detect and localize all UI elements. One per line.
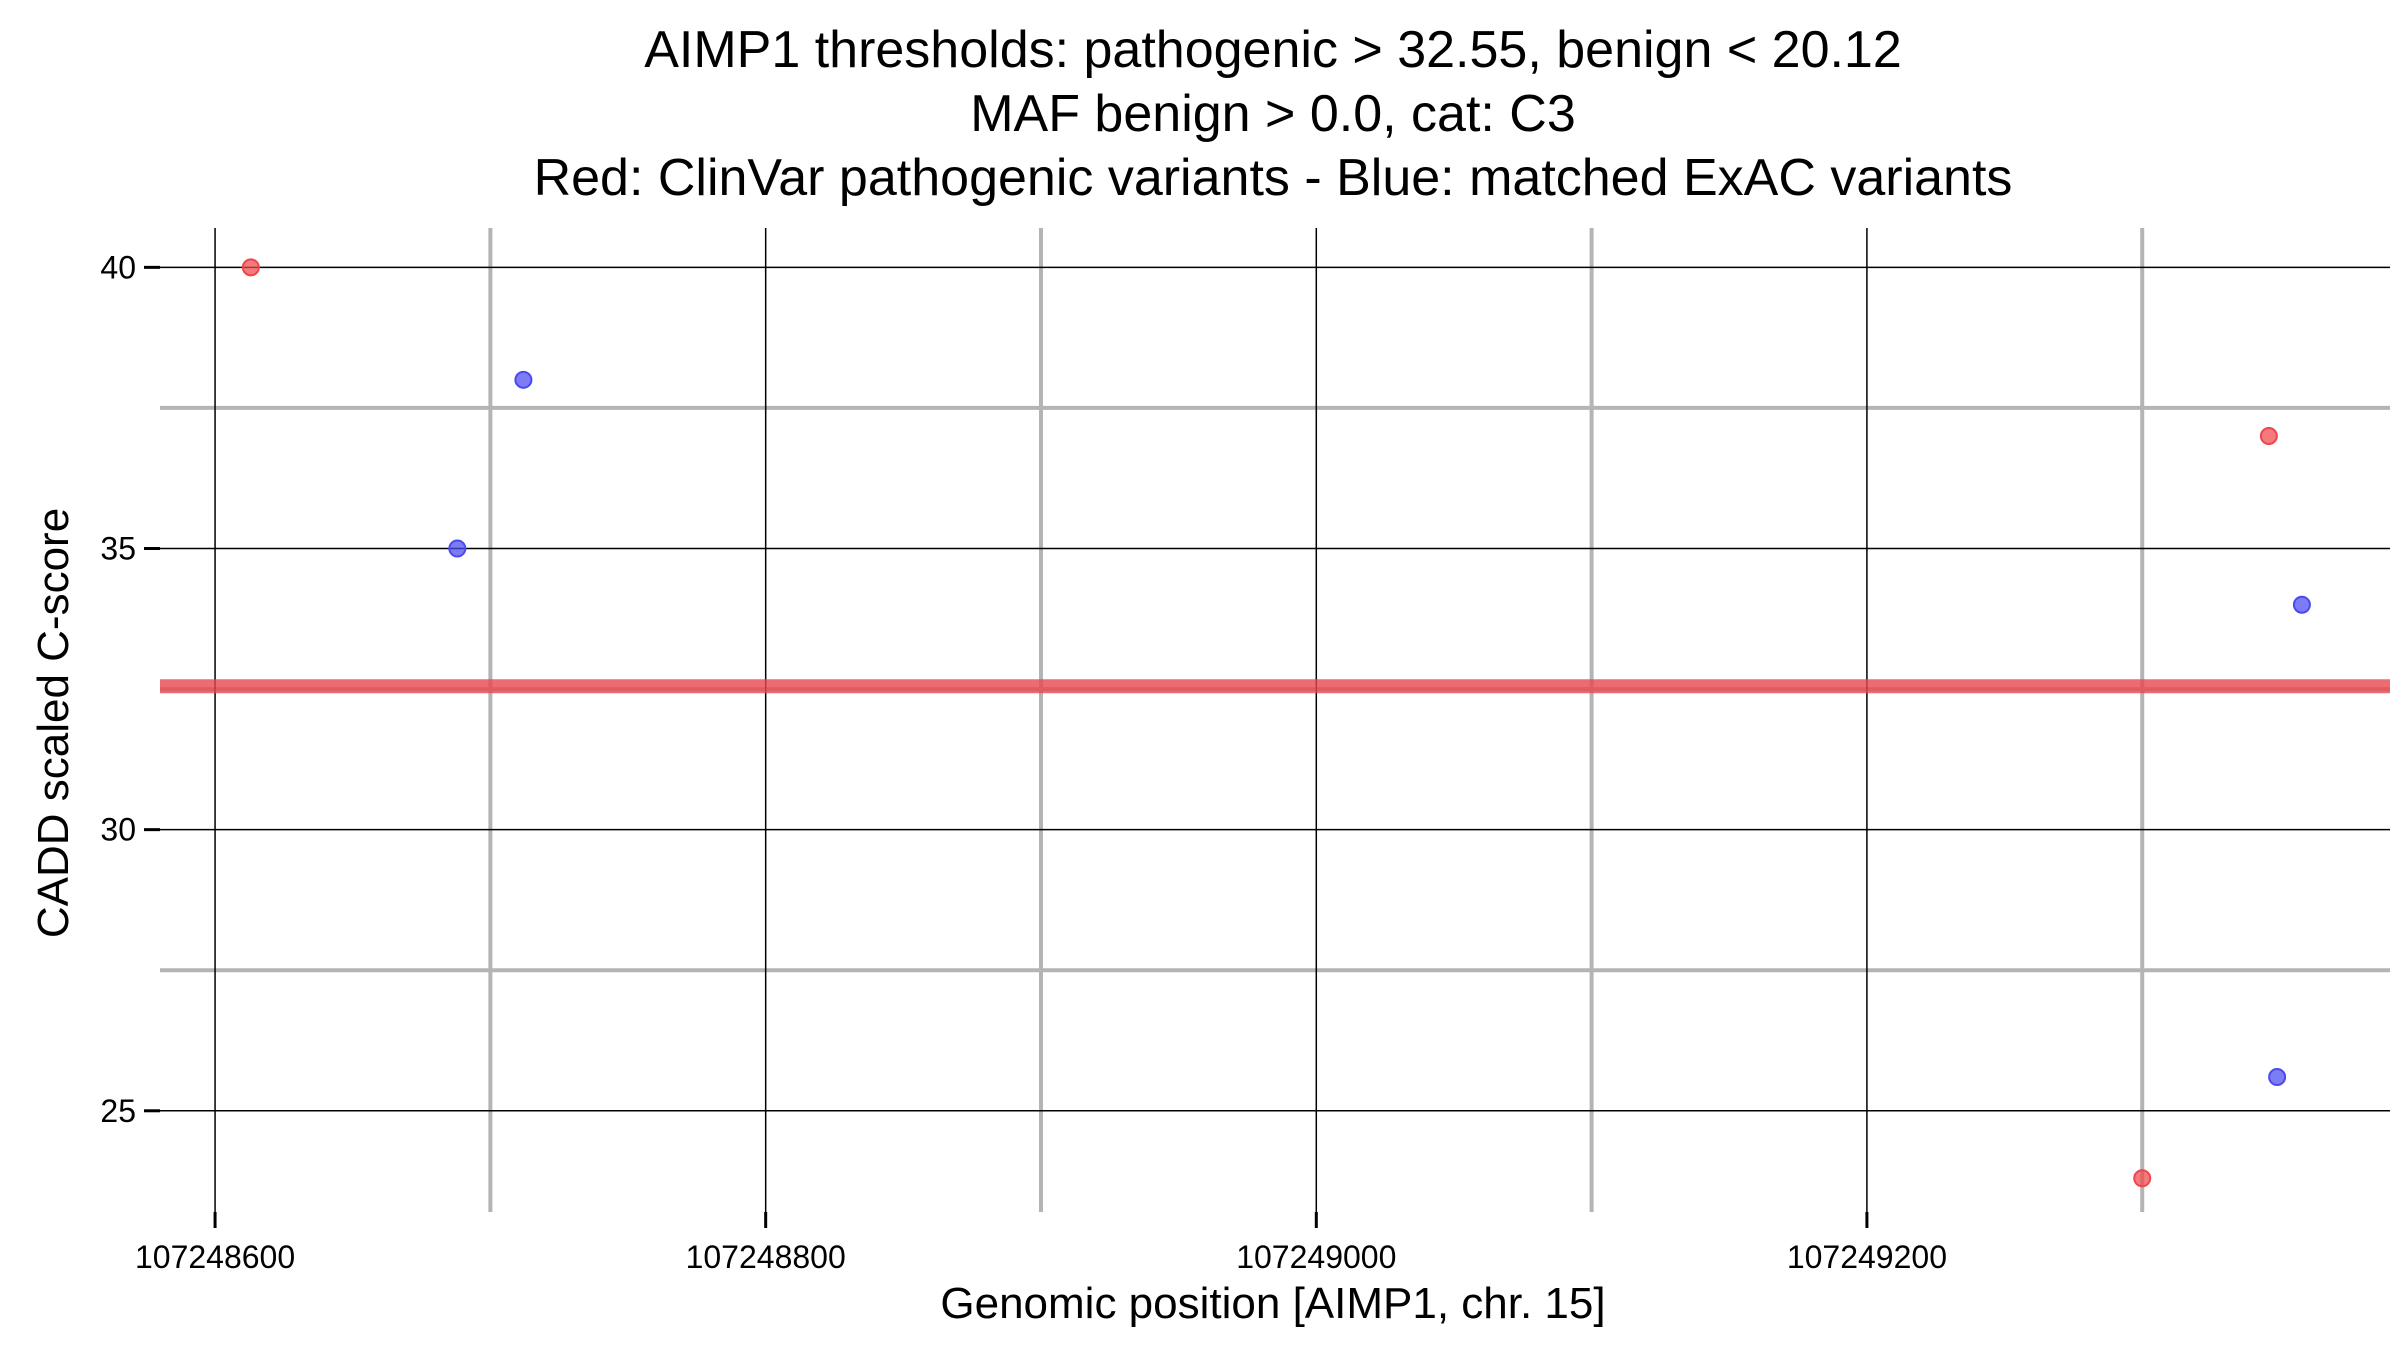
y-tick-label: 35 xyxy=(100,531,136,567)
data-point xyxy=(2259,427,2278,446)
y-tick-label: 25 xyxy=(100,1093,136,1129)
data-point xyxy=(2133,1169,2152,1188)
x-tick-label: 107249200 xyxy=(1787,1239,1947,1275)
data-point xyxy=(2292,595,2311,614)
x-axis-title: Genomic position [AIMP1, chr. 15] xyxy=(940,1279,1605,1328)
x-tick-label: 107249000 xyxy=(1236,1239,1396,1275)
data-point xyxy=(241,258,260,277)
chart-title: AIMP1 thresholds: pathogenic > 32.55, be… xyxy=(534,21,2013,207)
y-axis: 25 30 35 40 xyxy=(100,249,160,1129)
data-point xyxy=(2268,1068,2287,1087)
y-axis-title: CADD scaled C-score xyxy=(29,508,78,938)
major-gridlines xyxy=(160,228,2390,1212)
data-point xyxy=(514,370,533,389)
title-line-1: AIMP1 thresholds: pathogenic > 32.55, be… xyxy=(644,21,1902,79)
y-tick-label: 30 xyxy=(100,812,136,848)
x-tick-label: 107248800 xyxy=(686,1239,846,1275)
data-point xyxy=(448,539,467,558)
x-tick-label: 107248600 xyxy=(135,1239,295,1275)
title-line-3: Red: ClinVar pathogenic variants - Blue:… xyxy=(534,149,2013,207)
plot-area xyxy=(160,228,2390,1212)
minor-gridlines xyxy=(160,228,2390,1212)
title-line-2: MAF benign > 0.0, cat: C3 xyxy=(970,85,1576,143)
x-axis: 107248600 107248800 107249000 107249200 xyxy=(135,1212,1947,1275)
data-points xyxy=(241,258,2311,1188)
y-tick-label: 40 xyxy=(100,249,136,285)
